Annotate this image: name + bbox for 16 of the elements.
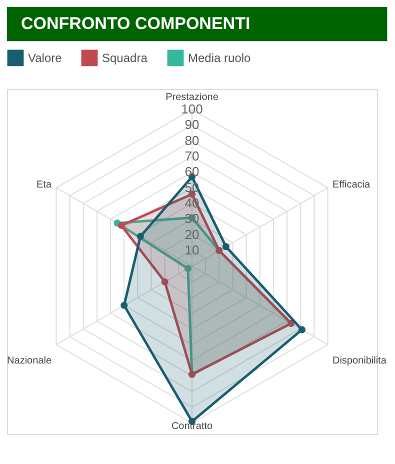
y-tick-label: 60	[184, 164, 200, 180]
legend-label: Valore	[28, 50, 62, 65]
spoke-label: Prestazione	[166, 92, 219, 103]
spoke-label: Disponibilita	[332, 355, 387, 366]
y-tick-label: 10	[184, 242, 200, 258]
chart-title: CONFRONTO COMPONENTI	[21, 14, 250, 33]
y-tick-label: 70	[184, 148, 200, 164]
y-tick-label: 80	[184, 132, 200, 148]
spoke-label: Eta	[36, 180, 52, 191]
y-tick-label: 20	[184, 226, 200, 242]
y-tick-label: 90	[184, 117, 200, 132]
y-tick-label: 100	[181, 101, 203, 116]
spoke-label: Efficacia	[332, 180, 371, 191]
legend-label: Squadra	[102, 50, 148, 65]
spoke-label: Nazionale	[7, 355, 52, 366]
legend-label: Media ruolo	[188, 50, 252, 65]
